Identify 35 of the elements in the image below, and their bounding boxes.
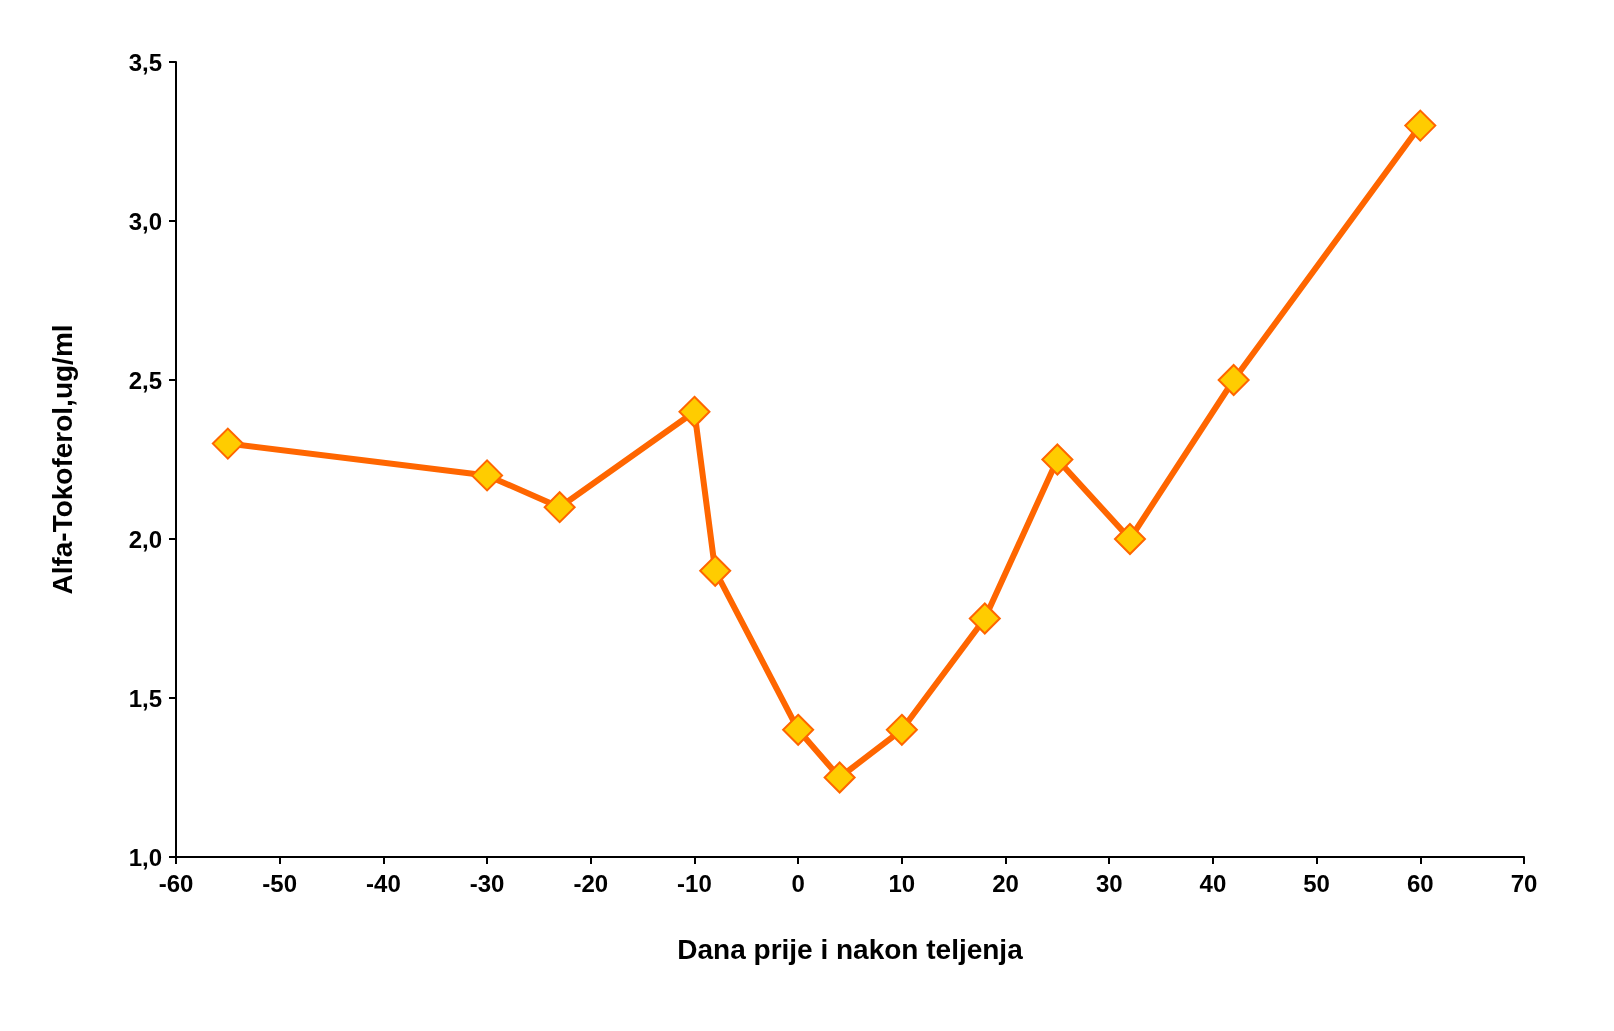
x-tick-label: 50 bbox=[1303, 869, 1330, 897]
x-tick-label: 40 bbox=[1199, 869, 1227, 897]
x-tick-label: 0 bbox=[791, 869, 805, 897]
point bbox=[782, 713, 815, 746]
x-tick-label: -40 bbox=[366, 869, 401, 897]
x-tick-label: 60 bbox=[1406, 869, 1434, 897]
y-tick-label: 3,5 bbox=[128, 48, 162, 76]
x-tick-label: 30 bbox=[1095, 869, 1123, 897]
y-tick-label: 3,0 bbox=[128, 207, 162, 235]
point bbox=[471, 459, 504, 492]
y-tick-label: 2,5 bbox=[128, 366, 162, 394]
point bbox=[1041, 443, 1074, 476]
point bbox=[211, 427, 244, 460]
x-tick-label: -10 bbox=[677, 869, 712, 897]
y-tick-label: 1,0 bbox=[128, 843, 162, 871]
point bbox=[1113, 523, 1146, 555]
x-tick-label: 10 bbox=[888, 869, 916, 897]
point bbox=[678, 395, 711, 428]
x-tick-label: -30 bbox=[469, 869, 505, 897]
y-tick-label: 2,0 bbox=[128, 525, 162, 553]
point bbox=[823, 761, 856, 794]
point bbox=[885, 713, 918, 746]
x-tick-label: 70 bbox=[1510, 869, 1538, 897]
x-axis-title: Dana prije i nakon teljenja bbox=[677, 933, 1024, 965]
x-tick-label: -60 bbox=[158, 869, 194, 897]
point bbox=[1404, 109, 1437, 142]
point bbox=[699, 554, 732, 587]
point bbox=[1217, 364, 1250, 396]
x-tick-label: -20 bbox=[573, 869, 609, 897]
x-tick-label: -50 bbox=[262, 869, 298, 897]
point bbox=[968, 602, 1001, 635]
y-tick-label: 1,5 bbox=[128, 684, 162, 712]
point bbox=[543, 491, 576, 524]
x-tick-label: 20 bbox=[992, 869, 1019, 897]
y-axis-title: Alfa-Tokoferol,ug/ml bbox=[46, 324, 78, 595]
